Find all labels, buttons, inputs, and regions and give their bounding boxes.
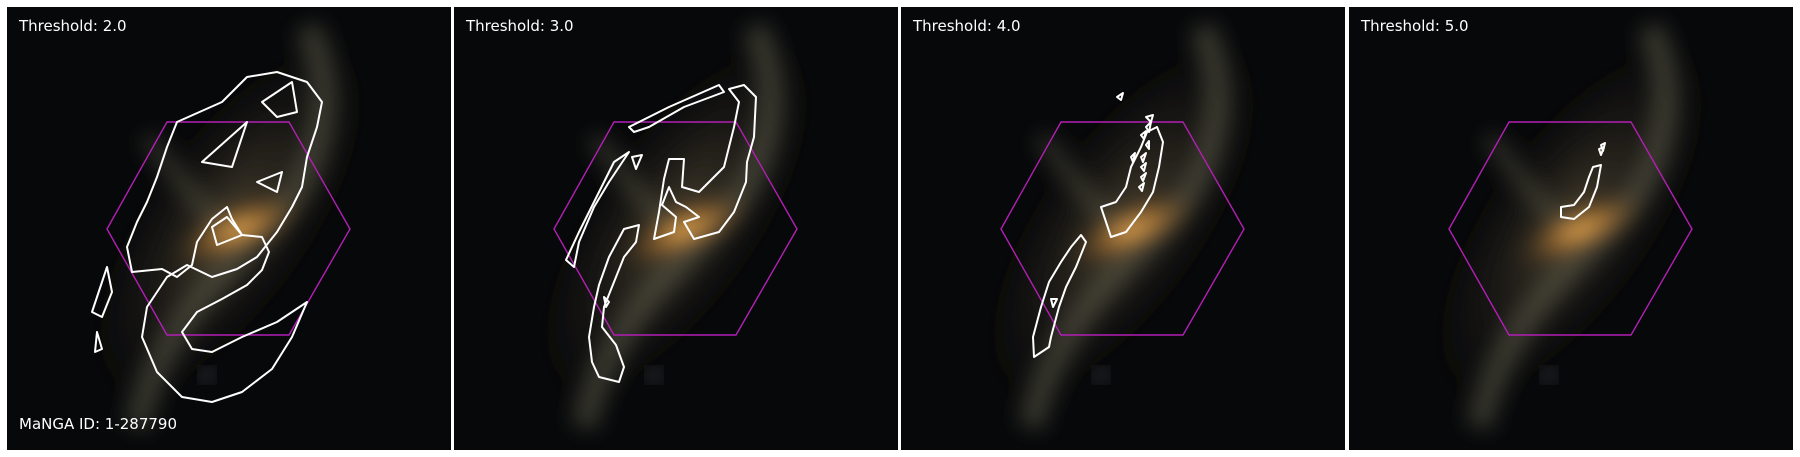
threshold-label: Threshold: 4.0 — [913, 17, 1021, 35]
contours — [1032, 92, 1164, 358]
panel-threshold-4: Threshold: 4.0 — [901, 7, 1345, 450]
panel-threshold-5: Threshold: 5.0 — [1349, 7, 1793, 450]
threshold-label: Threshold: 3.0 — [466, 17, 574, 35]
galaxy-image — [1349, 7, 1793, 450]
threshold-label: Threshold: 5.0 — [1361, 17, 1469, 35]
ifu-hexagon — [106, 121, 351, 336]
ifu-hexagon — [553, 121, 798, 336]
contours — [91, 71, 323, 403]
panel-threshold-2: Threshold: 2.0 MaNGA ID: 1-287790 — [7, 7, 451, 450]
panel-threshold-3: Threshold: 3.0 — [454, 7, 898, 450]
ifu-hexagon — [1448, 121, 1693, 336]
manga-id-label: MaNGA ID: 1-287790 — [19, 415, 178, 433]
threshold-label: Threshold: 2.0 — [19, 17, 127, 35]
galaxy-disk — [1417, 21, 1725, 430]
galaxy-disk — [969, 21, 1277, 430]
contours — [565, 84, 757, 383]
ifu-hexagon — [1000, 121, 1245, 336]
galaxy-image — [7, 7, 451, 450]
contours — [1560, 142, 1606, 220]
galaxy-image — [901, 7, 1345, 450]
galaxy-image — [454, 7, 898, 450]
